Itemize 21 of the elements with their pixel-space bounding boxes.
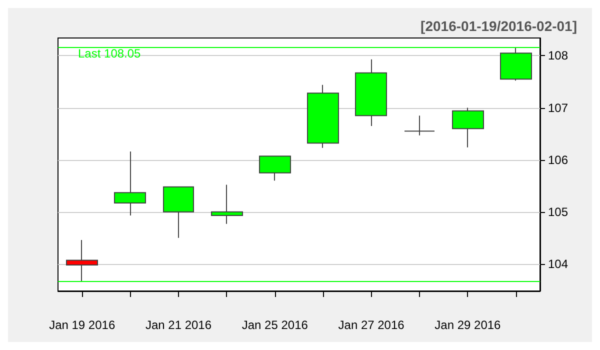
y-tick-label: 104 <box>548 256 568 271</box>
x-tick-label: Jan 21 2016 <box>145 318 212 332</box>
y-tick-label: 105 <box>548 204 568 219</box>
candlestick <box>163 186 194 238</box>
x-tick-label: Jan 29 2016 <box>434 318 502 332</box>
chart-title: [2016-01-19/2016-02-01] <box>420 18 578 34</box>
candlestick <box>404 115 435 136</box>
candlestick <box>307 84 339 148</box>
y-tick-label: 108 <box>548 48 568 63</box>
y-tick-label: 106 <box>548 152 568 167</box>
x-tick-label: Jan 19 2016 <box>49 318 116 332</box>
candlestick <box>452 107 484 148</box>
x-tick-label: Jan 25 2016 <box>242 318 308 332</box>
candlestick <box>114 150 146 216</box>
x-tick-label: Jan 27 2016 <box>338 318 405 332</box>
candlestick <box>259 155 291 182</box>
y-tick-label: 107 <box>548 100 568 115</box>
ref-line-label: Last 108.05 <box>78 46 142 60</box>
candlestick <box>355 58 387 126</box>
candlestick <box>66 239 98 282</box>
candlestick <box>211 184 243 224</box>
